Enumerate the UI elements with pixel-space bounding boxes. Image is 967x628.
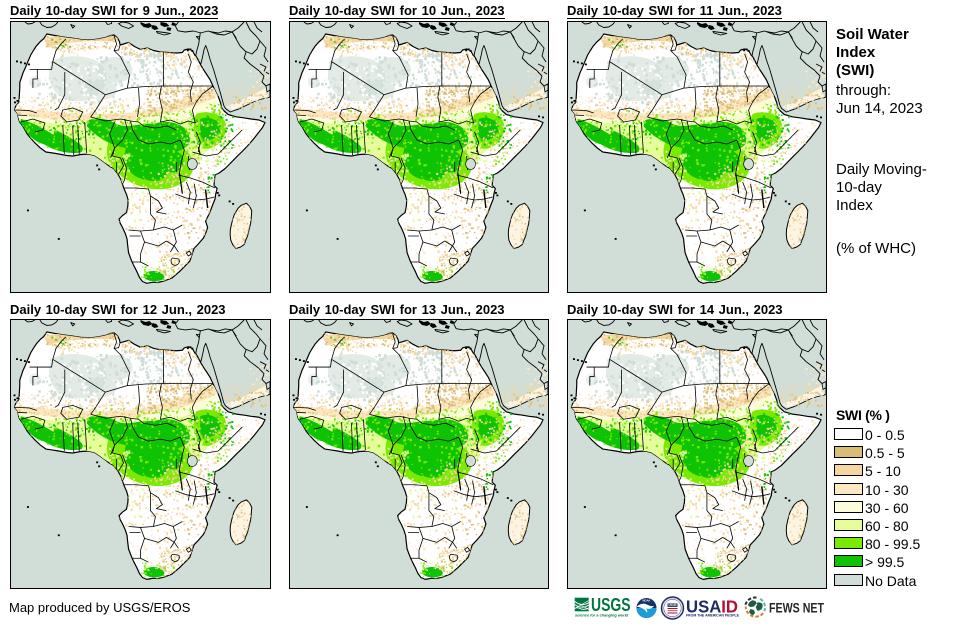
svg-text:USGS: USGS — [591, 594, 631, 615]
svg-text:USAID: USAID — [668, 603, 676, 607]
svg-text:science for a changing world: science for a changing world — [575, 612, 629, 617]
svg-text:FEWS NET: FEWS NET — [769, 600, 824, 616]
svg-text:USAID: USAID — [686, 597, 738, 617]
svg-text:NOAA: NOAA — [643, 599, 651, 603]
svg-text:FROM THE AMERICAN PEOPLE: FROM THE AMERICAN PEOPLE — [686, 614, 739, 618]
